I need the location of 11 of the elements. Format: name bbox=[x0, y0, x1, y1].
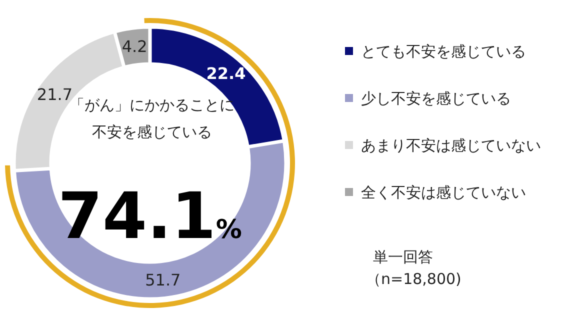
legend-label: とても不安を感じている bbox=[361, 42, 526, 60]
legend-label: 全く不安は感じていない bbox=[361, 183, 526, 202]
legend-label: あまり不安は感じていない bbox=[361, 136, 541, 154]
text: 74.1% bbox=[58, 180, 242, 254]
text: （n=18,800) bbox=[366, 270, 462, 288]
data-label: 22.4 bbox=[206, 64, 246, 84]
data-label: 4.2 bbox=[122, 37, 148, 56]
text: 不安を感じている bbox=[92, 123, 212, 141]
legend-label: 少し不安を感じている bbox=[361, 89, 511, 108]
text: 単一回答 bbox=[373, 248, 433, 266]
data-label: 51.7 bbox=[145, 270, 181, 290]
